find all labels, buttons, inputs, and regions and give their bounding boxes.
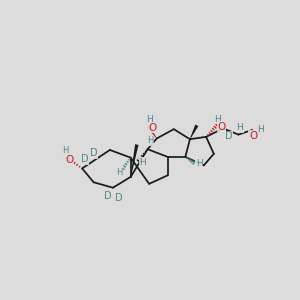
Text: H: H (196, 159, 202, 168)
Text: H: H (257, 125, 264, 134)
Text: D: D (225, 131, 232, 141)
Text: O: O (148, 123, 156, 133)
Polygon shape (130, 144, 139, 177)
Text: D: D (81, 154, 88, 164)
Text: H: H (147, 136, 153, 145)
Text: D: D (90, 148, 98, 158)
Text: H: H (237, 123, 243, 132)
Text: H: H (214, 115, 221, 124)
Polygon shape (190, 124, 198, 139)
Polygon shape (147, 126, 157, 139)
Text: O: O (65, 155, 73, 165)
Text: O: O (218, 122, 226, 132)
Text: O: O (249, 131, 257, 141)
Text: H: H (116, 168, 122, 177)
Text: H: H (146, 116, 152, 124)
Text: H: H (140, 158, 146, 167)
Text: D: D (115, 193, 122, 203)
Text: H: H (62, 146, 68, 155)
Text: D: D (104, 191, 111, 201)
